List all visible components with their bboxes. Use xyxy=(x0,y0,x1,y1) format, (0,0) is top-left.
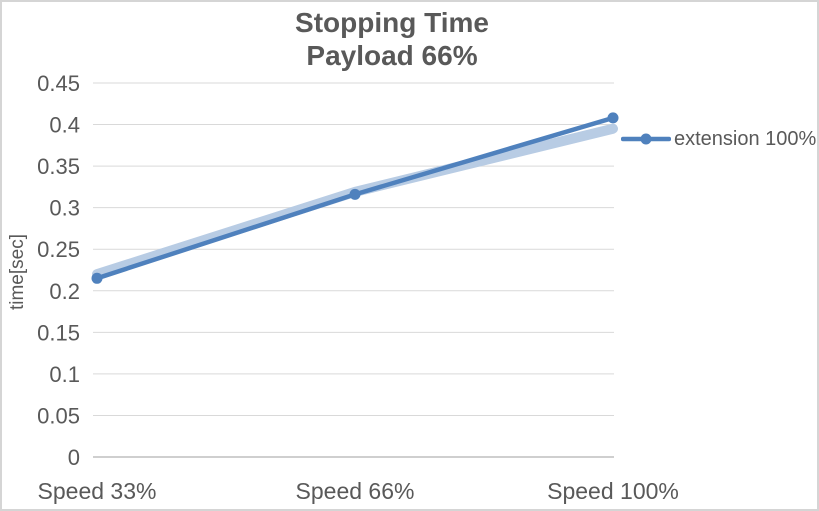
legend: extension 100% xyxy=(621,127,816,151)
y-tick-label: 0 xyxy=(68,445,80,470)
chart-title: Stopping Time Payload 66% xyxy=(2,6,782,72)
data-point-marker xyxy=(91,272,103,284)
chart-title-line2: Payload 66% xyxy=(306,40,478,71)
y-tick-label: 0.25 xyxy=(37,237,80,262)
chart-title-line1: Stopping Time xyxy=(295,7,489,38)
legend-line-marker-icon xyxy=(621,133,671,145)
y-tick-label: 0.4 xyxy=(49,113,80,138)
x-category-label: Speed 100% xyxy=(547,478,679,504)
y-tick-label: 0.35 xyxy=(37,154,80,179)
legend-label: extension 100% xyxy=(674,127,817,150)
y-tick-label: 0.05 xyxy=(37,403,80,428)
x-category-label: Speed 33% xyxy=(38,478,157,504)
data-point-marker xyxy=(607,112,619,124)
y-tick-label: 0.3 xyxy=(49,196,80,221)
y-tick-label: 0.45 xyxy=(37,71,80,96)
y-tick-label: 0.15 xyxy=(37,320,80,345)
data-point-marker xyxy=(349,188,361,200)
y-tick-label: 0.1 xyxy=(49,362,80,387)
x-category-label: Speed 66% xyxy=(296,478,415,504)
y-tick-label: 0.2 xyxy=(49,279,80,304)
